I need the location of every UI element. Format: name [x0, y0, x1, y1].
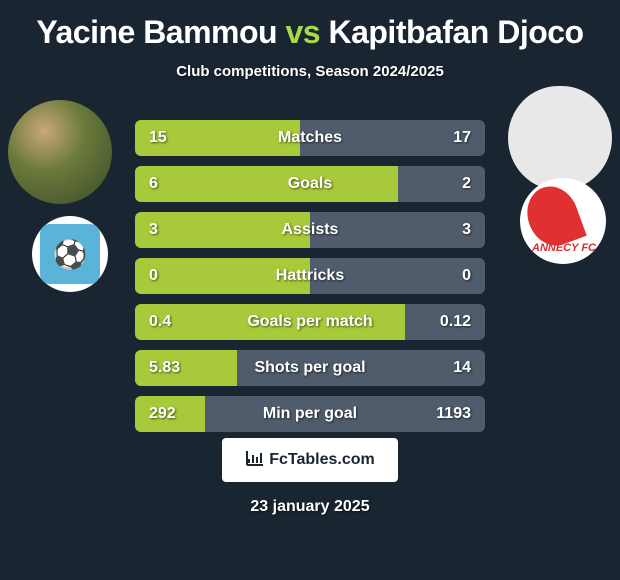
stat-row: Matches15 17: [135, 120, 485, 156]
player1-club-logo: ⚽: [32, 216, 108, 292]
player2-avatar: [508, 86, 612, 190]
stat-value-right: 2: [462, 166, 471, 202]
stat-value-right: 14: [453, 350, 471, 386]
stat-label: Hattricks: [135, 258, 485, 294]
stat-value-left: 292: [149, 396, 176, 432]
stat-label: Goals per match: [135, 304, 485, 340]
stat-value-left: 0.4: [149, 304, 171, 340]
stat-value-left: 0: [149, 258, 158, 294]
stat-label: Assists: [135, 212, 485, 248]
stat-row: Assists3 3: [135, 212, 485, 248]
club-right-text: ANNECY FC: [532, 243, 596, 254]
chart-icon: [245, 449, 265, 472]
stat-label: Goals: [135, 166, 485, 202]
player1-name: Yacine Bammou: [36, 14, 277, 50]
comparison-title: Yacine Bammou vs Kapitbafan Djoco: [0, 0, 620, 51]
soccer-ball-icon: ⚽: [40, 224, 100, 284]
brand-text: FcTables.com: [269, 451, 375, 469]
stat-label: Shots per goal: [135, 350, 485, 386]
vs-label: vs: [285, 14, 320, 50]
stat-row: Min per goal292 1193: [135, 396, 485, 432]
stat-row: Hattricks0 0: [135, 258, 485, 294]
stat-label: Matches: [135, 120, 485, 156]
brand-badge: FcTables.com: [222, 438, 398, 482]
stat-value-right: 0: [462, 258, 471, 294]
player1-avatar: [8, 100, 112, 204]
stat-value-right: 1193: [436, 396, 471, 432]
stat-bars-container: Matches15 17 Goals6 2 Assists3 3 Hattricks0 0 Go…: [135, 120, 485, 442]
stat-value-left: 3: [149, 212, 158, 248]
stat-value-left: 5.83: [149, 350, 180, 386]
player2-club-logo: ANNECY FC: [520, 178, 606, 264]
stat-row: Goals6 2: [135, 166, 485, 202]
stat-value-right: 17: [453, 120, 471, 156]
stat-row: Shots per goal5.83 14: [135, 350, 485, 386]
player2-name: Kapitbafan Djoco: [328, 14, 583, 50]
stat-value-left: 6: [149, 166, 158, 202]
subtitle: Club competitions, Season 2024/2025: [0, 63, 620, 80]
stat-value-right: 3: [462, 212, 471, 248]
stat-value-right: 0.12: [440, 304, 471, 340]
stat-row: Goals per match0.4 0.12: [135, 304, 485, 340]
stat-value-left: 15: [149, 120, 167, 156]
stat-label: Min per goal: [135, 396, 485, 432]
date-label: 23 january 2025: [0, 498, 620, 516]
